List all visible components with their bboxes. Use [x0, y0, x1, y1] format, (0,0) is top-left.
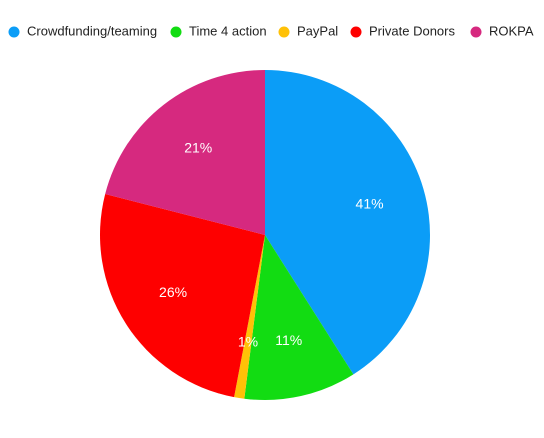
- legend-marker: [470, 26, 482, 38]
- legend-marker: [278, 26, 290, 38]
- legend-label: ROKPA: [489, 23, 534, 38]
- legend-label: Private Donors: [369, 23, 455, 38]
- data-label: 41%: [356, 195, 384, 211]
- data-label: 21%: [184, 140, 212, 156]
- data-label: 26%: [159, 284, 187, 300]
- pie-slice: [265, 70, 431, 375]
- data-label: 11%: [275, 332, 302, 348]
- legend-marker: [170, 26, 182, 38]
- legend-marker: [350, 26, 362, 38]
- legend-label: Time 4 action: [189, 23, 267, 38]
- pie-slice: [234, 235, 265, 399]
- data-label: 1%: [238, 333, 258, 349]
- pie-slice: [244, 235, 354, 400]
- pie-slice: [99, 193, 265, 398]
- pie-slice: [105, 70, 265, 235]
- legend-label: Crowdfunding/teaming: [27, 23, 157, 38]
- legend-marker: [8, 26, 20, 38]
- legend-label: PayPal: [297, 23, 338, 38]
